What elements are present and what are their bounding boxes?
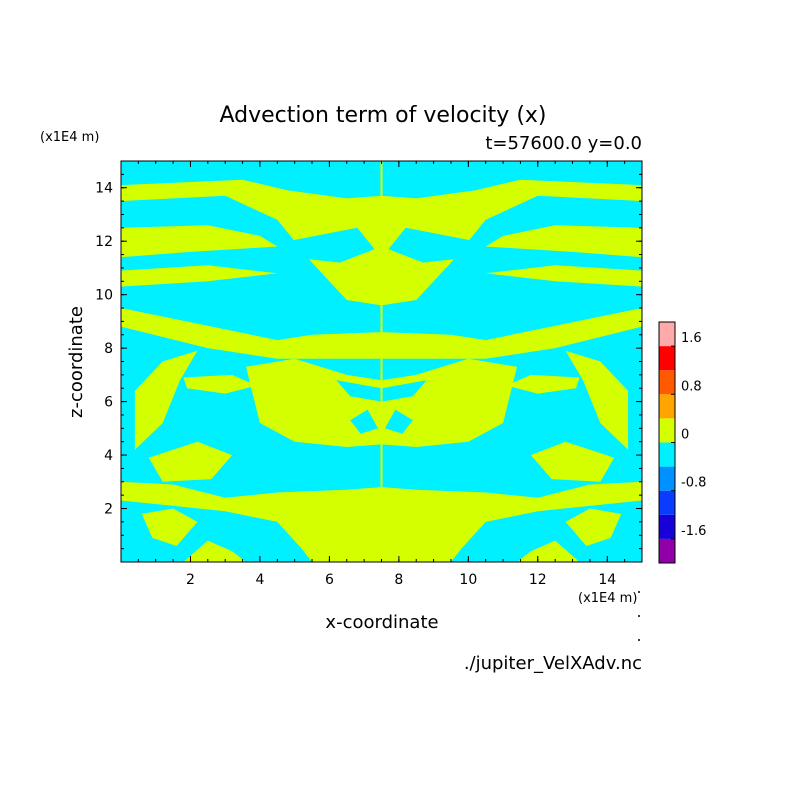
contour-region-positive (121, 265, 278, 287)
contour-region-positive (506, 374, 580, 394)
corner-dots (638, 591, 640, 641)
plot-area: 2 4 6 8 10 12 14 2 4 6 8 10 12 14 (95, 160, 643, 588)
colorbar-segment (659, 346, 675, 371)
contour-region-positive (134, 350, 198, 450)
contour-region-positive (565, 508, 622, 546)
colorbar-segment (659, 466, 675, 491)
x-tick-label: 2 (186, 572, 195, 588)
contour-region-positive (148, 441, 233, 482)
colorbar-tick-label: 0.8 (681, 379, 702, 394)
chart-title: Advection term of velocity (x) (219, 103, 546, 128)
x-unit-label: (x1E4 m) (578, 591, 637, 606)
colorbar: -1.6 -0.8 0 0.8 1.6 (658, 321, 706, 564)
x-tick-label: 4 (255, 572, 264, 588)
y-tick-label: 12 (95, 234, 113, 250)
colorbar-segment (659, 538, 675, 563)
colorbar-tick-label: -1.6 (681, 524, 706, 539)
colorbar-tick-label: 1.6 (681, 331, 702, 346)
x-tick-label: 8 (394, 572, 403, 588)
contour-region-positive (121, 225, 278, 258)
contour-region-positive (141, 508, 198, 546)
contour-region-positive (517, 540, 580, 562)
contour-region-positive (183, 540, 246, 562)
colorbar-segment (659, 322, 675, 347)
colorbar-tick-label: 0 (681, 428, 689, 443)
colorbar-segment (659, 490, 675, 515)
x-tick-label: 6 (325, 572, 334, 588)
contour-region-negative (388, 227, 476, 263)
colorbar-segment (659, 442, 675, 467)
chart-subtitle: t=57600.0 y=0.0 (485, 133, 642, 154)
y-tick-label: 4 (104, 448, 113, 464)
y-axis-label: z-coordinate (66, 306, 87, 418)
x-axis-label: x-coordinate (325, 612, 438, 633)
contour-region-positive (565, 350, 629, 450)
y-axis-ticks: 2 4 6 8 10 12 14 (95, 160, 642, 563)
x-axis-ticks: 2 4 6 8 10 12 14 (120, 161, 643, 588)
y-tick-label: 2 (104, 502, 113, 518)
colorbar-segment (659, 394, 675, 419)
y-tick-label: 8 (104, 341, 113, 357)
colorbar-segment (659, 370, 675, 395)
x-tick-label: 14 (598, 572, 616, 588)
y-unit-label: (x1E4 m) (40, 130, 99, 145)
contour-region-positive (530, 441, 615, 482)
y-tick-label: 10 (95, 288, 113, 304)
contour-region-positive (485, 225, 642, 258)
y-tick-label: 14 (95, 181, 113, 197)
colorbar-segment (659, 418, 675, 443)
contour-region-positive (485, 265, 642, 287)
y-tick-label: 6 (104, 395, 113, 411)
x-tick-label: 10 (459, 572, 477, 588)
x-tick-label: 12 (529, 572, 547, 588)
colorbar-segment (659, 514, 675, 539)
source-file-label: ./jupiter_VelXAdv.nc (464, 653, 642, 674)
contour-region-negative (287, 227, 375, 263)
colorbar-tick-label: -0.8 (681, 476, 706, 491)
contour-region-negative (385, 409, 413, 434)
contour-region-negative (350, 409, 378, 434)
contour-region-positive (183, 374, 257, 394)
